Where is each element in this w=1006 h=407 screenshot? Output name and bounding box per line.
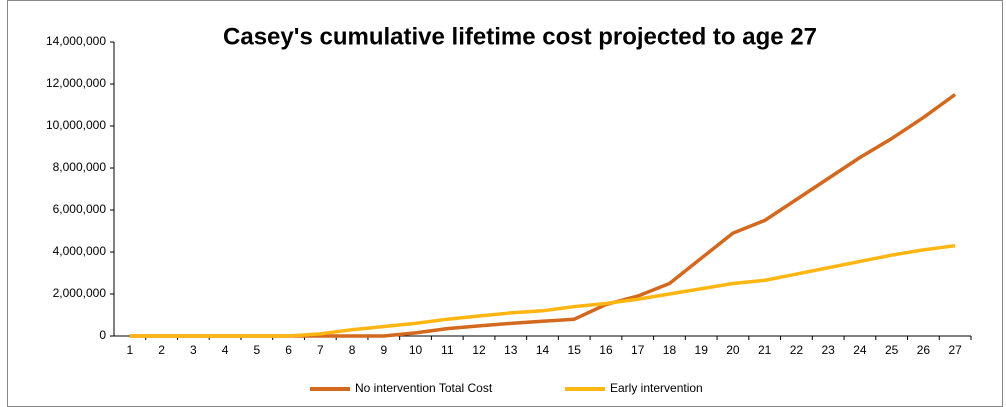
x-tick-label: 10 [409,343,423,357]
y-tick-label: 6,000,000 [53,202,107,216]
x-tick-label: 1 [127,343,134,357]
y-tick-label: 4,000,000 [53,244,107,258]
x-tick-label: 9 [380,343,387,357]
y-tick-label: 0 [99,328,106,342]
series-line [129,93,957,338]
x-tick-label: 23 [821,343,835,357]
x-tick-label: 4 [222,343,229,357]
x-tick-label: 22 [790,343,804,357]
x-tick-label: 15 [568,343,582,357]
series-line [129,243,956,338]
x-tick-label: 20 [726,343,740,357]
x-tick-label: 16 [599,343,613,357]
y-tick-label: 10,000,000 [46,118,106,132]
x-tick-label: 5 [253,343,260,357]
x-tick-label: 25 [885,343,899,357]
x-tick-label: 18 [663,343,677,357]
x-tick-label: 7 [317,343,324,357]
x-tick-label: 24 [853,343,867,357]
y-tick-label: 2,000,000 [53,286,107,300]
legend-label: No intervention Total Cost [355,381,493,395]
x-tick-label: 17 [631,343,645,357]
x-tick-label: 13 [504,343,518,357]
x-tick-label: 6 [285,343,292,357]
x-tick-label: 21 [758,343,772,357]
legend-label: Early intervention [610,381,703,395]
x-tick-label: 8 [349,343,356,357]
x-tick-label: 3 [190,343,197,357]
y-tick-label: 8,000,000 [53,160,107,174]
x-tick-label: 12 [472,343,486,357]
x-tick-label: 19 [695,343,709,357]
x-tick-label: 2 [158,343,165,357]
x-tick-label: 11 [441,343,454,357]
chart-title: Casey's cumulative lifetime cost project… [223,23,817,50]
y-tick-label: 12,000,000 [46,76,106,90]
x-tick-label: 14 [536,343,550,357]
y-tick-label: 14,000,000 [46,34,106,48]
x-tick-label: 26 [917,343,931,357]
x-tick-label: 27 [948,343,962,357]
